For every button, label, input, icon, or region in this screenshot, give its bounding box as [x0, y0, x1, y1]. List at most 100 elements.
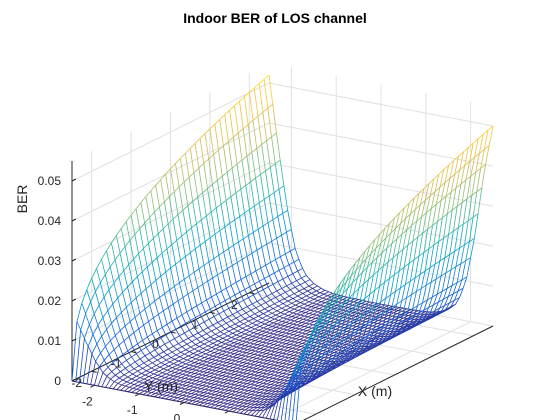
mesh-segment	[158, 368, 164, 372]
mesh-segment	[257, 292, 263, 300]
mesh-segment	[336, 313, 342, 317]
mesh-segment	[211, 207, 217, 213]
mesh-segment	[212, 324, 217, 329]
mesh-segment	[279, 346, 286, 350]
mesh-segment	[217, 319, 223, 323]
mesh-segment	[120, 385, 126, 391]
mesh-segment	[149, 300, 155, 306]
mesh-segment	[215, 333, 220, 337]
mesh-segment	[474, 138, 479, 158]
mesh-segment	[246, 370, 252, 374]
mesh-segment	[348, 312, 355, 316]
mesh-segment	[269, 305, 274, 309]
mesh-segment	[249, 313, 255, 317]
mesh-segment	[214, 401, 221, 406]
mesh-segment	[234, 361, 240, 365]
mesh-segment	[439, 305, 445, 309]
mesh-segment	[414, 316, 420, 320]
mesh-segment	[141, 373, 146, 376]
mesh-segment	[104, 266, 111, 275]
mesh-segment	[248, 92, 254, 121]
mesh-segment	[164, 289, 170, 295]
mesh-segment	[258, 327, 264, 331]
mesh-segment	[269, 384, 275, 388]
mesh-segment	[281, 353, 287, 357]
mesh-segment	[312, 377, 318, 381]
mesh-segment	[298, 288, 305, 292]
mesh-segment	[342, 327, 347, 342]
mesh-segment	[324, 344, 330, 348]
mesh-segment	[298, 369, 305, 374]
mesh-segment	[257, 333, 262, 336]
mesh-segment	[165, 267, 171, 273]
mesh-segment	[470, 172, 476, 177]
mesh-segment	[247, 400, 253, 405]
mesh-segment	[279, 300, 284, 304]
mesh-segment	[301, 308, 307, 312]
mesh-segment	[274, 391, 280, 395]
mesh-segment	[390, 306, 397, 310]
mesh-segment	[341, 350, 348, 354]
mesh-segment	[353, 351, 359, 355]
mesh-segment	[103, 359, 109, 368]
mesh-segment	[308, 355, 314, 359]
mesh-segment	[267, 336, 273, 341]
mesh-segment	[301, 330, 308, 334]
mesh-segment	[182, 293, 189, 298]
mesh-segment	[274, 327, 280, 332]
mesh-segment	[402, 297, 407, 315]
mesh-segment	[407, 323, 413, 328]
mesh-segment	[411, 324, 417, 328]
mesh-segment	[270, 297, 276, 301]
mesh-segment	[401, 297, 407, 302]
mesh-segment	[334, 294, 341, 299]
mesh-segment	[229, 353, 235, 357]
mesh-segment	[382, 323, 389, 327]
mesh-segment	[456, 184, 462, 207]
mesh-segment	[243, 380, 249, 384]
mesh-segment	[460, 244, 465, 264]
mesh-segment	[235, 399, 242, 403]
mesh-segment	[103, 354, 110, 361]
mesh-segment	[213, 316, 219, 323]
mesh-segment	[435, 186, 441, 205]
mesh-segment	[259, 326, 264, 329]
mesh-segment	[100, 352, 105, 361]
mesh-segment	[336, 323, 342, 327]
mesh-segment	[252, 335, 257, 338]
mesh-segment	[113, 282, 119, 299]
mesh-segment	[319, 292, 324, 295]
mesh-segment	[345, 351, 351, 355]
mesh-segment	[267, 377, 274, 382]
mesh-segment	[226, 320, 232, 324]
mesh-segment	[374, 270, 379, 291]
mesh-segment	[286, 351, 292, 355]
mesh-segment	[213, 149, 219, 155]
mesh-segment	[90, 291, 96, 302]
mesh-segment	[283, 326, 289, 330]
mesh-segment	[264, 278, 269, 288]
mesh-segment	[101, 250, 107, 260]
mesh-segment	[175, 368, 180, 371]
mesh-segment	[96, 268, 101, 283]
mesh-segment	[358, 283, 364, 289]
mesh-segment	[112, 362, 117, 368]
mesh-segment	[241, 332, 246, 335]
mesh-segment	[325, 360, 332, 365]
mesh-segment	[266, 244, 271, 263]
mesh-segment	[428, 178, 435, 184]
mesh-segment	[158, 380, 165, 384]
mesh-segment	[461, 260, 467, 280]
mesh-segment	[208, 366, 214, 370]
mesh-segment	[223, 308, 229, 312]
mesh-segment	[277, 305, 283, 309]
mesh-segment	[381, 237, 387, 253]
mesh-segment	[188, 172, 195, 178]
mesh-segment	[427, 208, 432, 230]
mesh-segment	[326, 300, 332, 309]
mesh-segment	[291, 316, 296, 318]
mesh-segment	[269, 404, 276, 420]
mesh-segment	[416, 204, 421, 222]
mesh-segment	[265, 170, 270, 196]
mesh-segment	[102, 366, 109, 373]
